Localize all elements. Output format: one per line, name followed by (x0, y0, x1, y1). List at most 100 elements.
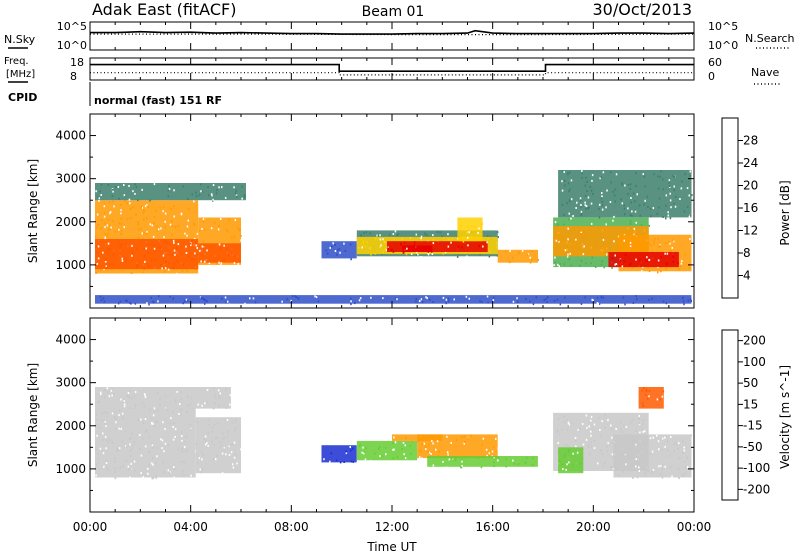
velocity-cell (682, 440, 684, 443)
power-cell (202, 220, 205, 223)
power-cell (112, 190, 114, 193)
power-cell (612, 190, 615, 193)
velocity-cell (230, 451, 233, 454)
power-ylabel: Slant Range [km] (26, 159, 40, 263)
power-cell (415, 300, 417, 303)
power-cell (546, 301, 548, 303)
power-cell (334, 244, 336, 246)
power-cell (558, 241, 560, 244)
power-cell (180, 213, 183, 216)
power-cell (396, 251, 399, 254)
power-cell (197, 253, 199, 256)
power-cell (201, 190, 204, 193)
power-cell (107, 242, 110, 245)
velocity-cell (488, 452, 491, 455)
power-cell (580, 231, 582, 233)
power-cell (598, 302, 601, 305)
velocity-cell (113, 416, 116, 418)
velocity-cell (206, 445, 209, 448)
power-cell (611, 257, 614, 260)
time-tick-label: 16:00 (475, 520, 510, 534)
power-cell (653, 240, 655, 243)
velocity-cell (598, 417, 601, 420)
power-cell (218, 224, 220, 227)
power-cell (99, 295, 102, 298)
velocity-cell (339, 461, 342, 464)
velocity-cell (440, 434, 443, 437)
power-cell (228, 218, 230, 221)
velocity-cell (435, 448, 437, 451)
power-cell (686, 187, 689, 190)
power-cell (358, 299, 361, 302)
velocity-cell (119, 466, 122, 469)
velocity-cell (120, 398, 122, 401)
power-cell (104, 233, 106, 235)
power-cell (415, 251, 418, 254)
power-cell (210, 193, 213, 196)
power-cell (623, 260, 625, 263)
power-cell (149, 199, 151, 202)
power-cell (162, 210, 164, 213)
velocity-cell (421, 457, 423, 460)
noise-right-tick-bottom: 10^0 (708, 39, 738, 52)
power-cell (632, 301, 635, 304)
power-cell (186, 234, 188, 237)
velocity-cell (643, 458, 646, 461)
velocity-cell (644, 472, 647, 474)
power-cell (238, 229, 240, 232)
velocity-cell (593, 423, 596, 426)
power-cell (593, 247, 596, 250)
power-cell (657, 238, 659, 241)
velocity-cell (134, 469, 136, 472)
velocity-cell (187, 404, 189, 407)
velocity-cell (678, 457, 681, 460)
power-cell (505, 250, 507, 253)
power-cell (420, 235, 423, 238)
power-cell (113, 205, 115, 208)
power-region (558, 170, 692, 218)
power-cell (237, 226, 239, 229)
power-cell (120, 212, 122, 215)
velocity-cell (684, 472, 687, 475)
power-cell (427, 250, 429, 253)
velocity-cell (228, 445, 231, 448)
power-cell (123, 226, 125, 229)
power-cell (486, 295, 489, 298)
velocity-cbar-tick-label: 100 (743, 355, 766, 369)
velocity-cell (161, 439, 164, 442)
velocity-cell (615, 445, 617, 448)
velocity-cell (108, 395, 111, 398)
velocity-cell (168, 471, 171, 474)
power-cell (115, 186, 117, 189)
power-cell (152, 300, 154, 303)
velocity-cell (602, 465, 604, 468)
velocity-cell (673, 450, 675, 452)
power-cell (578, 244, 580, 247)
power-cell (130, 302, 132, 305)
power-cell (143, 232, 145, 235)
power-cell (217, 228, 220, 231)
power-cell (631, 210, 633, 213)
power-cell (651, 297, 653, 300)
velocity-cell (452, 459, 454, 462)
power-cell (571, 252, 573, 255)
date-title: 30/Oct/2013 (592, 0, 692, 19)
velocity-cell (678, 477, 680, 480)
power-cell (529, 300, 531, 303)
velocity-cell (567, 421, 570, 424)
power-cell (678, 268, 680, 270)
power-cell (362, 242, 365, 245)
velocity-cell (352, 460, 354, 463)
power-cell (601, 260, 603, 263)
power-cell (249, 297, 251, 300)
velocity-cell (600, 449, 602, 452)
power-cell (478, 245, 480, 248)
power-cell (200, 296, 202, 299)
velocity-cell (425, 448, 427, 451)
power-cell (363, 232, 365, 235)
power-cell (297, 297, 299, 299)
velocity-cell (106, 412, 108, 414)
power-cell (679, 198, 681, 200)
velocity-cell (104, 421, 106, 424)
velocity-cell (184, 440, 187, 443)
